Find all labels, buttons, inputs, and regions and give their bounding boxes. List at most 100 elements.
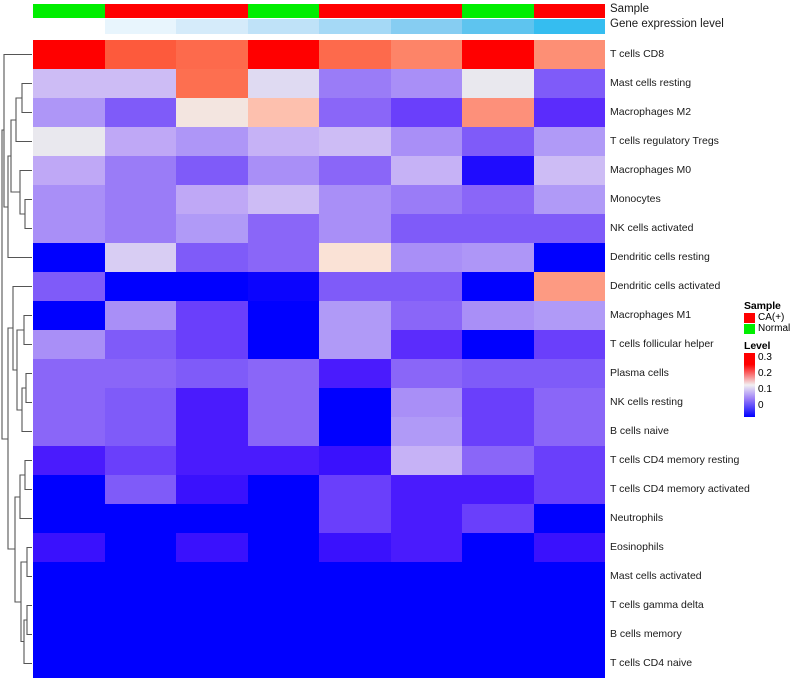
- gene-expression-annotation-cell-4: [247, 19, 319, 34]
- heatmap-cell: [104, 156, 176, 185]
- heatmap-cell: [33, 388, 105, 417]
- heatmap-cell: [319, 388, 391, 417]
- heatmap-cell: [104, 591, 176, 620]
- heatmap-cell: [462, 649, 534, 678]
- row-label: T cells CD4 memory activated: [610, 483, 750, 495]
- legend-label-ca-positive: CA(+): [758, 312, 785, 323]
- row-label: Mast cells activated: [610, 570, 702, 582]
- heatmap-cell: [176, 359, 248, 388]
- row-label: Plasma cells: [610, 367, 669, 379]
- heatmap-cell: [390, 649, 462, 678]
- gene-expression-annotation-bar: [33, 19, 605, 34]
- heatmap-cell: [390, 156, 462, 185]
- sample-annotation-cell-2: [104, 4, 176, 18]
- heatmap-cell: [533, 417, 605, 446]
- heatmap-cell: [33, 504, 105, 533]
- heatmap-cell: [247, 359, 319, 388]
- heatmap-cell: [319, 214, 391, 243]
- heatmap-cell: [33, 40, 105, 69]
- heatmap-cell: [319, 591, 391, 620]
- heatmap-cell: [176, 98, 248, 127]
- legend-swatch-ca-positive: [744, 313, 755, 323]
- heatmap-cell: [33, 649, 105, 678]
- heatmap-cell: [176, 243, 248, 272]
- heatmap-cell: [390, 243, 462, 272]
- heatmap-cell: [176, 446, 248, 475]
- heatmap-cell: [176, 185, 248, 214]
- heatmap-cell: [319, 272, 391, 301]
- heatmap-cell: [176, 533, 248, 562]
- heatmap-cell: [462, 446, 534, 475]
- heatmap-cell: [33, 69, 105, 98]
- heatmap-cell: [33, 98, 105, 127]
- gene-expression-annotation-cell-1: [33, 19, 105, 34]
- heatmap-cell: [247, 301, 319, 330]
- gene-expression-annotation-cell-3: [176, 19, 248, 34]
- heatmap-cell: [533, 533, 605, 562]
- row-label: T cells gamma delta: [610, 599, 704, 611]
- heatmap-cell: [176, 214, 248, 243]
- heatmap-cell: [176, 504, 248, 533]
- heatmap-cell: [33, 475, 105, 504]
- heatmap-cell: [319, 417, 391, 446]
- heatmap-cell: [104, 446, 176, 475]
- heatmap-cell: [33, 417, 105, 446]
- sample-annotation-bar: [33, 4, 605, 18]
- heatmap-cell: [104, 243, 176, 272]
- heatmap-cell: [104, 127, 176, 156]
- heatmap-cell: [533, 185, 605, 214]
- heatmap-cell: [247, 69, 319, 98]
- heatmap-cell: [33, 127, 105, 156]
- heatmap-cell: [33, 359, 105, 388]
- sample-annotation-cell-7: [462, 4, 534, 18]
- heatmap-cell: [104, 388, 176, 417]
- heatmap-cell: [462, 591, 534, 620]
- heatmap-cell: [462, 359, 534, 388]
- legend-level-tick: 0: [758, 400, 764, 411]
- heatmap-cell: [533, 243, 605, 272]
- heatmap-cell: [33, 446, 105, 475]
- heatmap-cell: [390, 98, 462, 127]
- heatmap-cell: [104, 649, 176, 678]
- heatmap-cell: [247, 533, 319, 562]
- legend-level-ticks: 0.3 0.2 0.1 0: [758, 353, 798, 417]
- heatmap-cell: [462, 417, 534, 446]
- legend-item-ca-positive: CA(+): [744, 313, 800, 323]
- heatmap-cell: [33, 185, 105, 214]
- heatmap-cell: [319, 69, 391, 98]
- heatmap-cell: [533, 69, 605, 98]
- heatmap-cell: [533, 475, 605, 504]
- legend-color-gradient-bar: [744, 353, 755, 417]
- heatmap-cell: [33, 562, 105, 591]
- heatmap-cell: [104, 359, 176, 388]
- row-label: Macrophages M1: [610, 309, 692, 321]
- row-label: Dendritic cells resting: [610, 251, 710, 263]
- gene-expression-annotation-cell-5: [319, 19, 391, 34]
- heatmap-cell: [462, 475, 534, 504]
- gene-expression-annotation-label: Gene expression level: [610, 18, 724, 30]
- heatmap-cell: [390, 591, 462, 620]
- row-label: T cells regulatory Tregs: [610, 135, 719, 147]
- heatmap-cell: [390, 446, 462, 475]
- heatmap-cell: [533, 272, 605, 301]
- heatmap-cell: [247, 214, 319, 243]
- heatmap-cell: [462, 214, 534, 243]
- heatmap-cell: [533, 127, 605, 156]
- heatmap-cell: [533, 620, 605, 649]
- sample-annotation-cell-6: [390, 4, 462, 18]
- sample-annotation-cell-4: [247, 4, 319, 18]
- heatmap-cell: [462, 330, 534, 359]
- legend-swatch-normal: [744, 324, 755, 334]
- legend-label-normal: Normal: [758, 323, 791, 334]
- heatmap-cell: [247, 417, 319, 446]
- heatmap-cell: [104, 69, 176, 98]
- heatmap-cell: [176, 562, 248, 591]
- row-label: Eosinophils: [610, 541, 664, 553]
- heatmap-cell: [33, 330, 105, 359]
- gene-expression-annotation-cell-7: [462, 19, 534, 34]
- heatmap-cell: [33, 301, 105, 330]
- heatmap-cell: [462, 69, 534, 98]
- heatmap-cell: [319, 562, 391, 591]
- legend-level-title: Level: [744, 340, 771, 352]
